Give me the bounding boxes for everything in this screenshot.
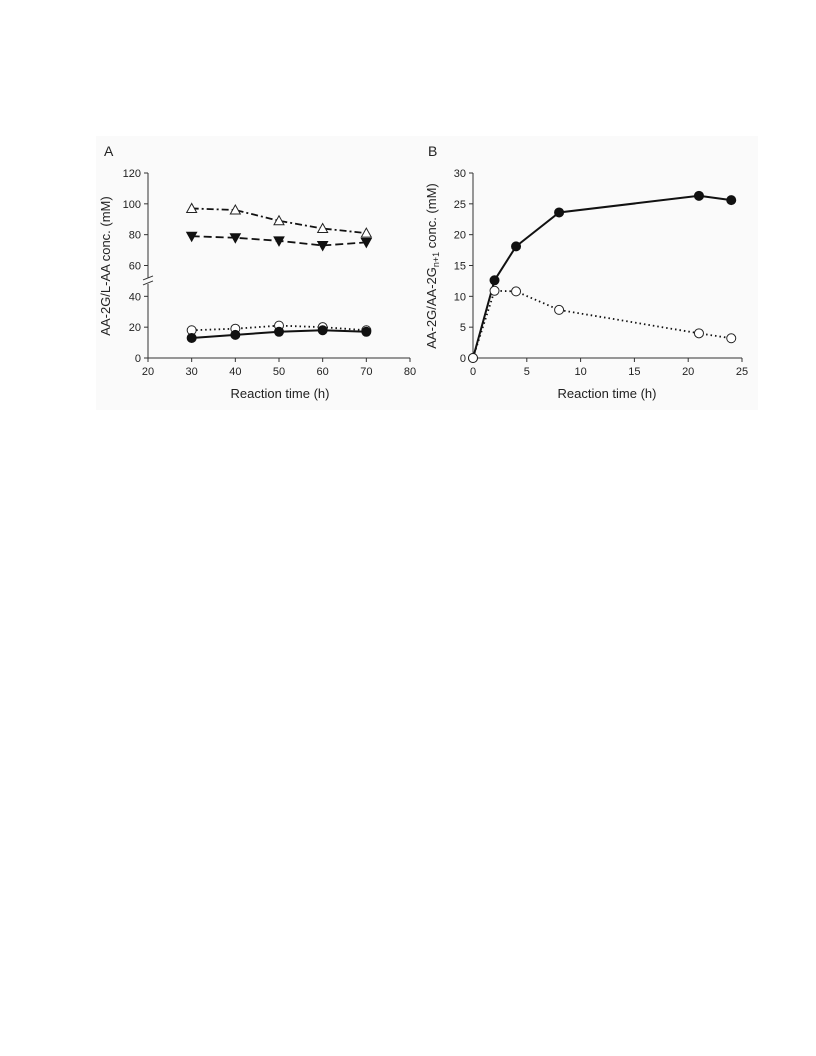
chart-a-x-tick-label: 40 bbox=[229, 366, 241, 378]
chart-b-x-tick-label: 10 bbox=[574, 366, 586, 378]
chart-b-series-2-point bbox=[468, 353, 478, 363]
chart-b-y-tick-label: 15 bbox=[454, 261, 466, 273]
chart-b-series-1-point bbox=[511, 241, 522, 252]
chart-b-x-tick-label: 0 bbox=[470, 366, 476, 378]
chart-a-series-1-point bbox=[185, 202, 198, 213]
chart-a-series-4-point bbox=[361, 326, 372, 337]
chart-a-y-tick-label: 0 bbox=[135, 353, 141, 365]
chart-a-axis-break bbox=[142, 277, 154, 284]
chart-b-y-tick-label: 5 bbox=[460, 322, 466, 334]
chart-b-series-2-point bbox=[489, 285, 500, 296]
chart-a-series-2-point bbox=[229, 233, 242, 244]
chart-a-x-axis-title: Reaction time (h) bbox=[231, 386, 330, 401]
chart-b-series-1-point bbox=[554, 207, 565, 218]
chart-b-y-tick-label: 0 bbox=[460, 353, 466, 365]
chart-b-series-2-point bbox=[554, 304, 565, 315]
chart-b-y-tick-label: 20 bbox=[454, 230, 466, 242]
chart-a-series-2-point bbox=[185, 231, 198, 243]
chart-b-series-2-point bbox=[693, 328, 704, 339]
chart-a-series-2-point bbox=[360, 237, 373, 249]
chart-b-y-tick-label: 30 bbox=[454, 168, 466, 180]
chart-a-series-1-point bbox=[360, 227, 373, 238]
chart-a-series-4-point bbox=[274, 326, 284, 337]
chart-a-axis-break-mark bbox=[142, 280, 154, 286]
chart-b-y-tick-label: 10 bbox=[454, 291, 466, 303]
chart-a-series-4-point bbox=[230, 329, 241, 340]
chart-a-axis-break-mark bbox=[142, 275, 154, 281]
chart-b-series-1-point bbox=[726, 195, 737, 206]
chart-a-x-tick-label: 60 bbox=[317, 366, 329, 378]
chart-a-x-tick-label: 30 bbox=[186, 366, 198, 378]
chart-b-panel-label: B bbox=[428, 143, 437, 159]
chart-b-series-2-line bbox=[472, 289, 732, 359]
chart-b-x-tick-label: 15 bbox=[628, 366, 640, 378]
chart-a-series-1-point bbox=[273, 214, 285, 226]
chart-b-series-1-point bbox=[693, 190, 704, 201]
chart-b-y-axis-title: AA-2G/AA-2Gn+1 conc. (mM) bbox=[424, 183, 441, 349]
chart-a-panel-label: A bbox=[104, 143, 114, 159]
chart-b-x-tick-label: 20 bbox=[682, 366, 694, 378]
chart-a-series-4-point bbox=[186, 332, 197, 343]
chart-b-series-2-point bbox=[511, 286, 522, 297]
chart-a-series-2-point bbox=[316, 240, 329, 252]
chart-b-y-tick-label: 25 bbox=[454, 199, 466, 211]
chart-b: B 0 5 10 15 20 25 0 5 10 15 20 25 30 Reaction time … bbox=[424, 143, 748, 401]
chart-a-series-1-point bbox=[229, 203, 242, 215]
chart-a-x-tick-label: 20 bbox=[142, 366, 154, 378]
chart-b-y-axis-title-main: AA-2G/AA-2G bbox=[424, 267, 439, 349]
chart-a-y-tick-label: 60 bbox=[129, 261, 141, 273]
chart-a-x-tick-label: 50 bbox=[273, 366, 285, 378]
chart-a-y-tick-label: 20 bbox=[129, 322, 141, 334]
chart-a-y-tick-label: 100 bbox=[123, 199, 141, 211]
chart-a-series-1-point bbox=[316, 222, 329, 233]
chart-b-x-tick-label: 25 bbox=[736, 366, 748, 378]
chart-a-y-tick-label: 80 bbox=[129, 230, 141, 242]
chart-b-y-axis-title-subscript: n+1 bbox=[431, 252, 441, 267]
chart-b-x-axis-title: Reaction time (h) bbox=[558, 386, 657, 401]
chart-a-y-axis-title: AA-2G/L-AA conc. (mM) bbox=[98, 196, 113, 335]
chart-b-y-axis-title-tail: conc. (mM) bbox=[424, 183, 439, 252]
chart-b-x-tick-label: 5 bbox=[524, 366, 530, 378]
chart-b-series-2-point bbox=[726, 333, 737, 344]
chart-a-x-tick-label: 80 bbox=[404, 366, 416, 378]
chart-b-series-1-point bbox=[489, 275, 500, 286]
figure-background bbox=[96, 136, 758, 410]
chart-a-series-2-point bbox=[273, 236, 285, 247]
chart-a-y-tick-label: 40 bbox=[129, 291, 141, 303]
chart-a-y-tick-label: 120 bbox=[123, 168, 141, 180]
chart-a-series-4-point bbox=[317, 325, 328, 336]
chart-a-x-tick-label: 70 bbox=[360, 366, 372, 378]
